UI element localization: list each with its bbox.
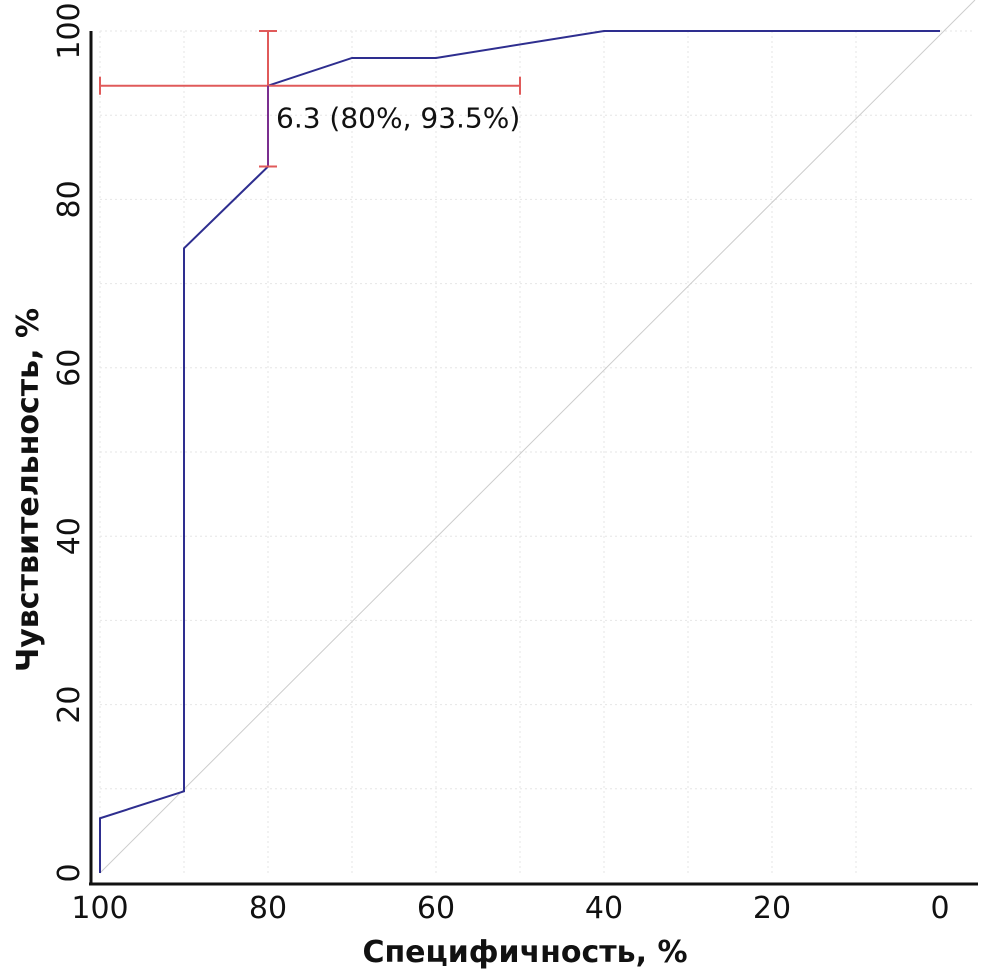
y-tick-label: 60 (52, 349, 87, 387)
x-axis-title: Специфичность, % (362, 935, 687, 970)
y-tick-label: 80 (52, 180, 87, 218)
x-tick-label: 100 (71, 891, 128, 926)
cutoff-label: 6.3 (80%, 93.5%) (276, 102, 520, 135)
y-tick-label: 40 (52, 517, 87, 555)
y-tick-label: 20 (52, 686, 87, 724)
y-tick-label: 0 (52, 863, 87, 882)
x-tick-labels: 100 80 60 40 20 0 (71, 891, 949, 926)
x-tick-label: 40 (585, 891, 623, 926)
grid-lines (99, 30, 975, 873)
x-tick-label: 60 (417, 891, 455, 926)
x-tick-label: 80 (249, 891, 287, 926)
y-axis-title: Чувствительность, % (11, 308, 46, 672)
x-tick-label: 20 (753, 891, 791, 926)
y-tick-label: 100 (52, 2, 87, 59)
y-tick-labels: 0 20 40 60 80 100 (52, 2, 87, 882)
cutoff-marker (99, 30, 521, 168)
x-tick-label: 0 (930, 891, 949, 926)
axes (89, 31, 978, 886)
reference-diagonal-line (99, 0, 976, 874)
